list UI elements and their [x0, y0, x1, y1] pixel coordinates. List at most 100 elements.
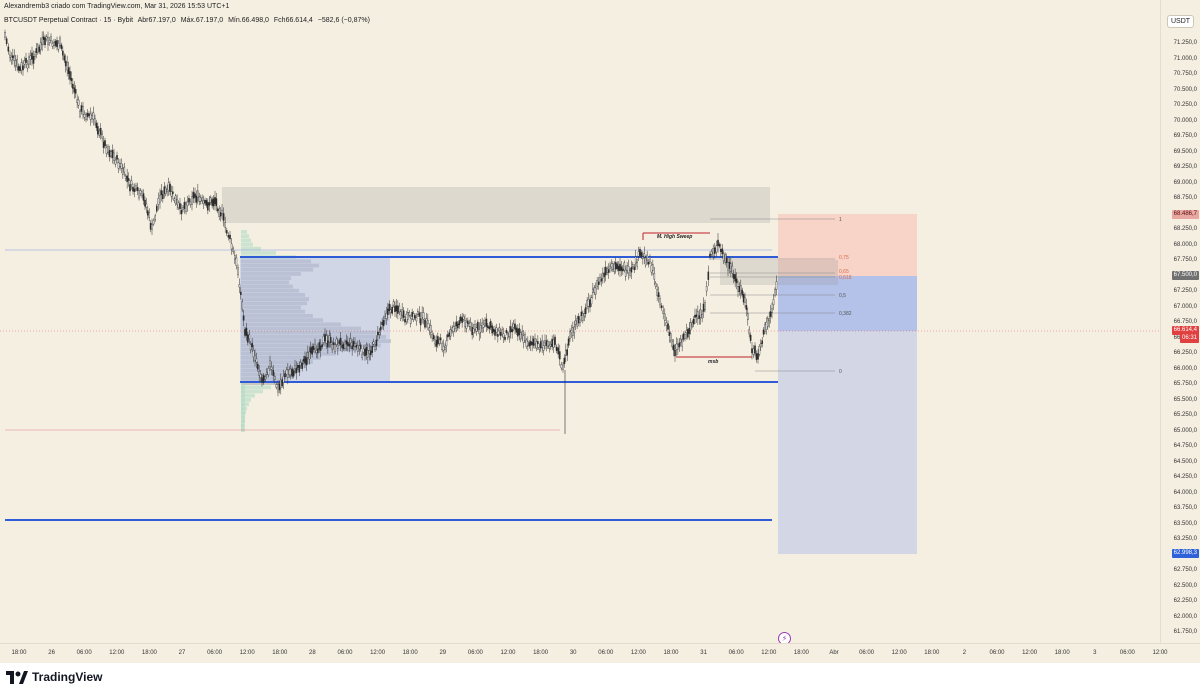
- price-tick: 70.750,0: [1173, 71, 1197, 77]
- candle-body: [465, 322, 468, 329]
- candle-body: [342, 343, 345, 349]
- candle-body: [358, 345, 361, 350]
- price-tick: 66.750,0: [1173, 319, 1197, 325]
- time-tick: 18:00: [141, 650, 157, 656]
- time-tick: 27: [178, 650, 186, 656]
- candle-body: [208, 202, 211, 206]
- candle-body: [527, 341, 529, 346]
- candle-body: [577, 316, 580, 324]
- candle-body: [364, 348, 366, 357]
- candle-body: [120, 163, 123, 169]
- candle-body: [405, 313, 408, 322]
- candle-body: [627, 266, 630, 274]
- candle-body: [714, 247, 716, 254]
- time-tick: 31: [700, 650, 707, 656]
- tradingview-logo[interactable]: TradingView: [6, 670, 102, 684]
- candle-body: [509, 326, 512, 333]
- price-chart[interactable]: M. High Sweep msb 1 0,75 0,65 0,618 0,5 …: [0, 0, 1160, 660]
- candle-body: [616, 263, 618, 270]
- candle-body: [421, 312, 423, 318]
- candle-body: [402, 310, 405, 318]
- candle-body: [258, 370, 261, 376]
- volume-profile-bar: [241, 386, 245, 390]
- candle-body: [613, 263, 616, 272]
- candle-body: [60, 44, 63, 49]
- time-tick: 18:00: [402, 650, 418, 656]
- candle-body: [315, 350, 318, 354]
- open-value: Abr67.197,0: [137, 17, 176, 24]
- candle-body: [600, 278, 603, 282]
- volume-profile-bar: [241, 314, 313, 318]
- candle-body: [375, 339, 378, 347]
- candle-body: [567, 338, 570, 346]
- candle-body: [633, 266, 636, 271]
- time-tick: 2: [962, 650, 967, 656]
- candle-body: [176, 199, 178, 205]
- stop-price-tag: 68.486,7: [1171, 210, 1199, 219]
- chart-area[interactable]: M. High Sweep msb 1 0,75 0,65 0,618 0,5 …: [0, 0, 1160, 660]
- candle-body: [574, 320, 577, 325]
- high-value: Máx.67.197,0: [180, 17, 224, 24]
- candle-body: [491, 325, 493, 334]
- candle-body: [654, 282, 657, 288]
- candle-body: [327, 340, 329, 348]
- candle-body: [12, 55, 14, 59]
- candle-body: [504, 337, 506, 340]
- candle-body: [41, 37, 43, 45]
- candle-body: [199, 197, 202, 202]
- candle-body: [712, 248, 714, 257]
- candle-body: [757, 353, 759, 360]
- candle-body: [748, 329, 750, 335]
- fib-label-1: 1: [839, 217, 842, 223]
- candle-body: [646, 254, 648, 261]
- close-value: Fch66.614,4: [273, 17, 313, 24]
- candle-body: [229, 234, 231, 240]
- candle-body: [334, 344, 336, 352]
- supply-zone: [222, 187, 770, 223]
- volume-profile-bar: [241, 259, 311, 264]
- candle-body: [392, 301, 395, 306]
- volume-profile-bar: [241, 381, 281, 385]
- candle-body: [317, 348, 319, 354]
- candle-body: [425, 318, 428, 323]
- time-tick: 18:00: [11, 650, 27, 656]
- candle-body: [219, 212, 222, 217]
- price-tick: 65.250,0: [1173, 412, 1197, 418]
- candle-body: [379, 326, 382, 331]
- volume-profile-bar: [241, 343, 381, 348]
- candle-body: [699, 309, 702, 318]
- candle-body: [355, 345, 358, 348]
- candle-body: [102, 141, 105, 148]
- candlesticks: [4, 29, 778, 434]
- candle-body: [681, 339, 683, 347]
- candle-body: [552, 339, 555, 348]
- candle-body: [294, 365, 296, 370]
- lightning-icon[interactable]: ⚡: [778, 632, 791, 645]
- candle-body: [519, 332, 522, 340]
- symbol-legend[interactable]: BTCUSDT Perpetual Contract · 15 · Bybit …: [4, 17, 373, 24]
- sweep-label: M. High Sweep: [657, 234, 692, 240]
- price-tick: 63.250,0: [1173, 536, 1197, 542]
- time-tick: 06:00: [467, 650, 483, 656]
- currency-button[interactable]: USDT: [1167, 15, 1195, 28]
- candle-body: [159, 195, 161, 203]
- candle-body: [108, 150, 111, 158]
- candle-body: [668, 332, 671, 336]
- candle-body: [309, 347, 312, 354]
- time-scale[interactable]: 18:00 26 06:00 12:00 18:00 27 06:00 12:00 18:00 2…: [0, 643, 1200, 664]
- candle-body: [341, 345, 343, 349]
- price-tick: 63.500,0: [1173, 520, 1197, 527]
- candle-body: [357, 345, 359, 352]
- price-tick: 70.250,0: [1173, 102, 1197, 108]
- symbol-name[interactable]: BTCUSDT Perpetual Contract · 15 · Bybit: [4, 17, 134, 24]
- volume-profile-bar: [241, 246, 261, 251]
- candle-body: [29, 55, 32, 60]
- candle-body: [643, 253, 646, 258]
- candle-body: [639, 249, 641, 256]
- candle-body: [152, 220, 155, 225]
- candle-body: [255, 358, 258, 363]
- candle-body: [715, 245, 718, 253]
- time-tick: 29: [439, 650, 447, 656]
- candle-body: [185, 203, 187, 212]
- price-tick: 62.250,0: [1173, 598, 1197, 604]
